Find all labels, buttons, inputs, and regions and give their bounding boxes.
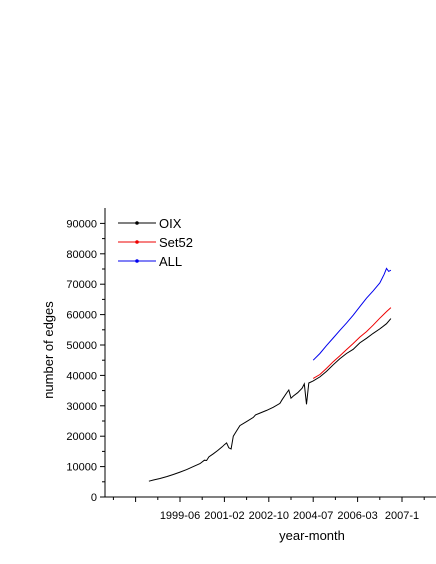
y-axis-ticks: 0 10000 20000 30000 40000 50000 60000 70000 8000… — [66, 218, 105, 504]
x-tick-label: 2007-1 — [385, 510, 419, 522]
y-tick-label: 60000 — [66, 310, 97, 322]
legend-marker — [135, 240, 139, 244]
y-tick-label: 20000 — [66, 431, 97, 443]
y-axis-title: number of edges — [41, 301, 56, 399]
legend: OIX Set52 ALL — [118, 216, 193, 269]
legend-marker — [135, 259, 139, 263]
y-tick-label: 10000 — [66, 462, 97, 474]
x-tick-label: 1999-06 — [160, 510, 200, 522]
legend-label: OIX — [159, 216, 182, 231]
legend-marker — [135, 221, 139, 225]
x-axis-ticks: 1999-06 2001-02 2002-10 2004-07 2006-03 2007-… — [112, 497, 425, 522]
x-tick-label: 2002-10 — [249, 510, 289, 522]
series-line-all — [312, 267, 392, 361]
y-tick-label: 80000 — [66, 249, 97, 261]
plot-frame — [104, 208, 436, 498]
legend-label: Set52 — [159, 235, 193, 250]
y-tick-label: 70000 — [66, 279, 97, 291]
series-line-oix — [148, 318, 392, 482]
y-tick-label: 90000 — [66, 218, 97, 230]
series-layer — [148, 267, 392, 482]
y-tick-label: 50000 — [66, 340, 97, 352]
x-tick-label: 2006-03 — [337, 510, 377, 522]
x-tick-label: 2004-07 — [293, 510, 333, 522]
series-line-set52 — [312, 307, 392, 379]
x-tick-label: 2001-02 — [204, 510, 244, 522]
x-axis-title: year-month — [279, 528, 345, 543]
y-tick-label: 40000 — [66, 370, 97, 382]
legend-label: ALL — [159, 254, 182, 269]
y-tick-label: 30000 — [66, 401, 97, 413]
y-tick-label: 0 — [91, 492, 97, 504]
